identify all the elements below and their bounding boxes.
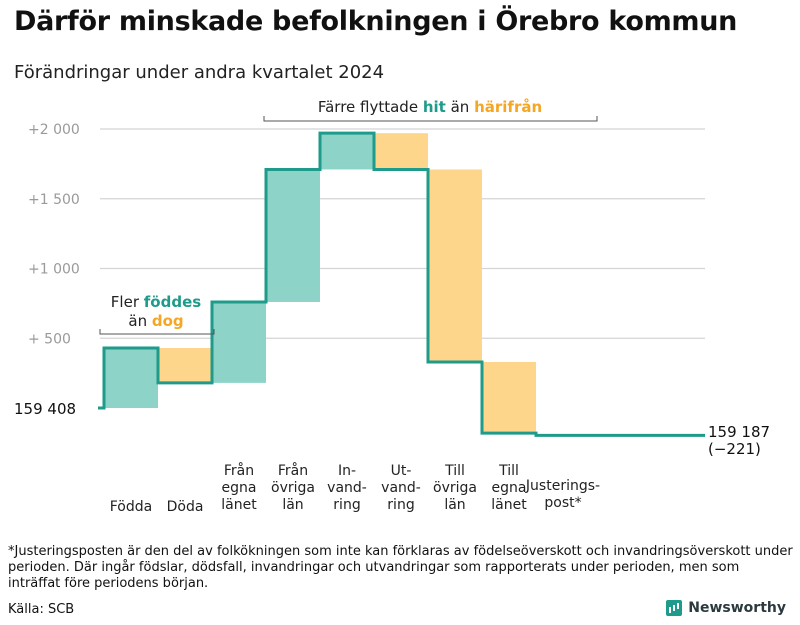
y-tick-label: +1 000 xyxy=(28,262,80,278)
footnote: *Justeringsposten är den del av folkökni… xyxy=(8,544,793,591)
annotation-migration: Färre flyttade hit än härifrån xyxy=(318,98,542,116)
source-label: Källa: SCB xyxy=(8,602,75,617)
chart-title: Därför minskade befolkningen i Örebro ko… xyxy=(14,6,738,37)
bar xyxy=(374,133,428,170)
level-line xyxy=(98,131,705,437)
x-category-label: ring xyxy=(333,497,360,513)
x-category-label: Från xyxy=(224,462,254,479)
chart-subtitle: Förändringar under andra kvartalet 2024 xyxy=(14,62,385,83)
x-category-label: In- xyxy=(338,463,356,479)
y-tick-label: +2 000 xyxy=(28,122,80,138)
x-category-label: Till xyxy=(444,463,465,479)
x-category-label: egna xyxy=(222,480,257,496)
bar xyxy=(482,361,536,434)
x-category-label: vand- xyxy=(381,480,421,496)
end-change-label: (−221) xyxy=(708,440,761,458)
annotation-natural-line1: Fler föddes xyxy=(111,293,201,311)
annotation-bracket-migration xyxy=(263,116,598,122)
x-category-label: post* xyxy=(544,495,581,511)
annotation-bracket-natural xyxy=(99,329,215,335)
brand-logo: Newsworthy xyxy=(666,600,786,616)
x-category-label: länet xyxy=(491,497,527,513)
x-category-label: ring xyxy=(387,497,414,513)
bar xyxy=(266,169,320,302)
annotation-natural-line2: än dog xyxy=(128,312,183,330)
x-category-label: övriga xyxy=(433,480,477,496)
x-category-label: Födda xyxy=(110,499,152,515)
x-category-label: Ut- xyxy=(391,463,412,479)
brand-name: Newsworthy xyxy=(688,600,786,616)
bar xyxy=(428,169,482,362)
bar xyxy=(158,348,212,383)
x-category-label: län xyxy=(282,497,303,513)
y-tick-label: +1 500 xyxy=(28,192,80,208)
bar xyxy=(212,301,266,383)
bar xyxy=(104,348,158,408)
x-category-label: län xyxy=(444,497,465,513)
end-value-label: 159 187 xyxy=(708,423,770,441)
start-value-label: 159 408 xyxy=(14,400,76,418)
x-category-label: Till xyxy=(498,463,519,479)
x-category-label: länet xyxy=(221,497,257,513)
x-category-label: övriga xyxy=(271,480,315,496)
y-tick-label: + 500 xyxy=(28,331,71,347)
bar xyxy=(320,133,374,170)
newsworthy-logo-icon xyxy=(666,600,683,616)
x-category-label: Döda xyxy=(167,499,204,515)
x-category-label: vand- xyxy=(327,480,367,496)
x-category-label: Från xyxy=(278,462,308,479)
x-category-label: Justerings- xyxy=(525,478,600,494)
x-category-label: egna xyxy=(492,480,527,496)
